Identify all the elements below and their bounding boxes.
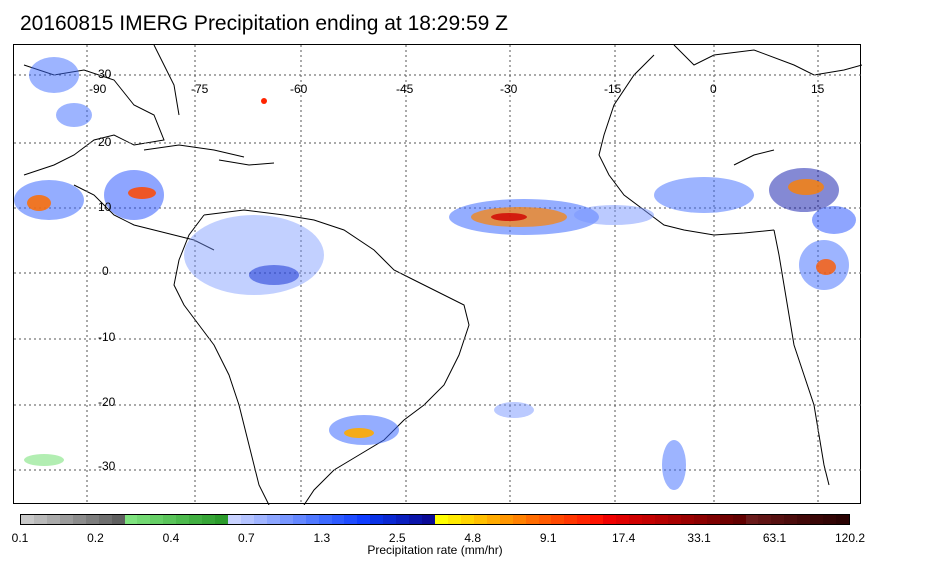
colorbar-swatch (422, 515, 435, 524)
colorbar-swatch (318, 515, 332, 524)
colorbar-swatch (745, 515, 759, 524)
colorbar-swatch (176, 515, 190, 524)
lat-label-m30: -30 (98, 459, 116, 473)
colorbar-swatch (486, 515, 500, 524)
colorbar-swatch (512, 515, 526, 524)
lat-label-30: 30 (98, 67, 112, 81)
colorbar-swatch (279, 515, 293, 524)
lon-label-30: -30 (500, 82, 518, 96)
colorbar-swatch (137, 515, 151, 524)
lat-label-20: 20 (98, 135, 112, 149)
colorbar-tick-label: 9.1 (539, 531, 557, 545)
precipitation-map[interactable]: -90 -75 -60 -45 -30 -15 0 15 30 20 10 0 … (13, 44, 862, 505)
colorbar-swatch (370, 515, 384, 524)
colorbar-swatch (33, 515, 47, 524)
colorbar-swatch (253, 515, 267, 524)
colorbar-swatch (331, 515, 345, 524)
colorbar-swatch (124, 515, 138, 524)
colorbar-label: Precipitation rate (mm/hr) (367, 543, 503, 557)
colorbar-swatch (823, 515, 837, 524)
colorbar-swatch (189, 515, 203, 524)
lat-label-0: 0 (102, 264, 109, 278)
lat-label-10: 10 (98, 200, 112, 214)
colorbar-swatch (215, 515, 228, 524)
colorbar-swatch (59, 515, 73, 524)
colorbar-swatch (577, 515, 591, 524)
colorbar-swatch (836, 515, 849, 524)
colorbar-tick-label: 4.8 (464, 531, 482, 545)
colorbar-swatch (603, 515, 617, 524)
colorbar-swatch (396, 515, 410, 524)
lon-label-60: -60 (290, 82, 308, 96)
colorbar-swatch (85, 515, 99, 524)
colorbar-swatch (525, 515, 539, 524)
colorbar-swatch (654, 515, 668, 524)
lon-label-75: -75 (191, 82, 209, 96)
colorbar-swatch (409, 515, 423, 524)
colorbar-swatch (693, 515, 707, 524)
coastlines (23, 45, 862, 505)
colorbar-swatch (551, 515, 565, 524)
lon-label-45: -45 (396, 82, 414, 96)
colorbar-swatch (435, 515, 448, 524)
colorbar-swatch (202, 515, 216, 524)
colorbar-tick-label: 0.2 (87, 531, 104, 545)
colorbar-swatch (499, 515, 513, 524)
colorbar-swatch (719, 515, 733, 524)
lon-label-15: -15 (604, 82, 622, 96)
colorbar-tick-label: 33.1 (687, 531, 711, 545)
colorbar-tick-label: 63.1 (762, 531, 787, 545)
lat-label-m20: -20 (98, 395, 116, 409)
colorbar-swatch (797, 515, 811, 524)
colorbar-tick-label: 0.7 (238, 531, 255, 545)
colorbar-swatch (383, 515, 397, 524)
graticule (14, 45, 862, 505)
colorbar-swatch (732, 515, 746, 524)
colorbar-swatch (642, 515, 655, 524)
colorbar-swatch (447, 515, 461, 524)
colorbar-swatch (111, 515, 125, 524)
colorbar-swatch (46, 515, 60, 524)
colorbar-swatch (564, 515, 578, 524)
colorbar-swatch (758, 515, 772, 524)
colorbar-swatch (810, 515, 824, 524)
colorbar (20, 514, 850, 525)
colorbar-swatch (72, 515, 86, 524)
colorbar-tick-label: 2.5 (388, 531, 406, 545)
page-title: 20160815 IMERG Precipitation ending at 1… (20, 12, 508, 35)
colorbar-swatch (538, 515, 552, 524)
colorbar-swatch (344, 515, 358, 524)
colorbar-swatch (590, 515, 604, 524)
colorbar-swatch (771, 515, 785, 524)
colorbar-swatch (292, 515, 306, 524)
colorbar-swatch (266, 515, 280, 524)
colorbar-tick-label: 1.3 (313, 531, 331, 545)
lon-label-15e: 15 (811, 82, 825, 96)
lat-label-m10: -10 (98, 330, 116, 344)
colorbar-tick-label: 0.1 (11, 531, 29, 545)
colorbar-swatch (98, 515, 112, 524)
colorbar-swatch (473, 515, 487, 524)
colorbar-swatch (706, 515, 720, 524)
colorbar-swatch (357, 515, 371, 524)
precipitation-field (14, 57, 856, 490)
colorbar-swatch (305, 515, 319, 524)
colorbar-tick-label: 17.4 (611, 531, 636, 545)
colorbar-tick-label: 0.4 (162, 531, 180, 545)
colorbar-swatch (163, 515, 177, 524)
colorbar-swatch (667, 515, 681, 524)
colorbar-swatch (21, 515, 34, 524)
lon-label-90: -90 (89, 82, 107, 96)
colorbar-tick-label: 120.2 (834, 531, 866, 545)
colorbar-swatch (228, 515, 241, 524)
colorbar-swatch (784, 515, 798, 524)
colorbar-swatch (460, 515, 474, 524)
colorbar-swatch (680, 515, 694, 524)
lon-label-0: 0 (710, 82, 717, 96)
colorbar-swatch (240, 515, 254, 524)
map-canvas (14, 45, 862, 505)
colorbar-swatch (616, 515, 630, 524)
colorbar-swatch (150, 515, 164, 524)
colorbar-swatch (629, 515, 642, 524)
